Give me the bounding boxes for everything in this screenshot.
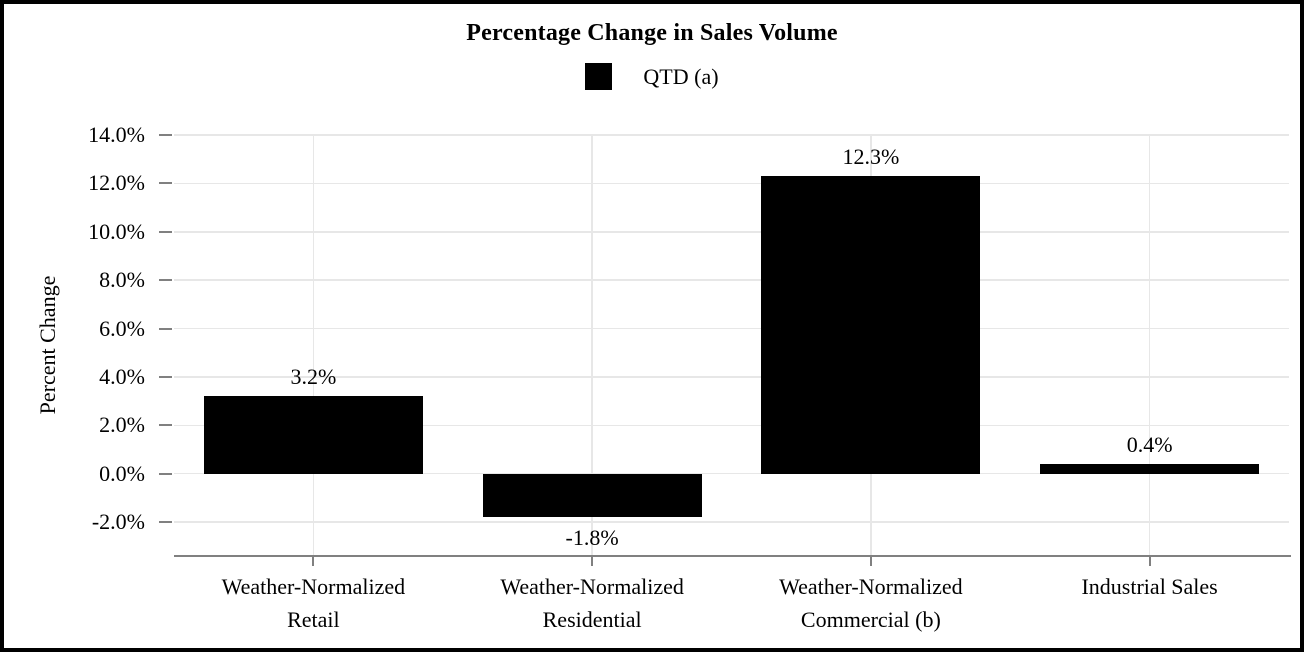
h-gridline xyxy=(174,134,1289,136)
legend-series-label: QTD (a) xyxy=(643,64,719,89)
y-tick-mark xyxy=(159,230,172,233)
bar xyxy=(203,396,423,474)
legend-swatch xyxy=(585,63,613,90)
y-tick-mark xyxy=(159,472,172,475)
h-gridline xyxy=(174,472,1289,475)
y-tick-label: 8.0% xyxy=(99,267,145,293)
y-tick-mark xyxy=(159,134,172,136)
x-tick-mark xyxy=(312,557,315,566)
y-tick-mark xyxy=(159,327,172,330)
bar-value-label: 12.3% xyxy=(842,144,900,170)
y-tick-mark xyxy=(159,182,172,185)
plot-area: 14.0% 12.0% 10.0% 8.0% 6.0% 4.0% 2.0% 0.0% -2.0%… xyxy=(4,4,1300,648)
x-tick-mark xyxy=(591,557,594,566)
y-tick-label: 14.0% xyxy=(88,122,145,147)
y-tick-mark xyxy=(159,279,172,282)
y-tick-label: 2.0% xyxy=(99,412,145,438)
h-gridline xyxy=(174,376,1289,378)
bar xyxy=(761,176,981,474)
y-tick-mark xyxy=(159,521,172,524)
bar xyxy=(482,473,702,518)
bar-value-label: 3.2% xyxy=(290,364,337,390)
bar-value-label: 0.4% xyxy=(1126,432,1173,458)
h-gridline xyxy=(174,182,1289,185)
y-tick-label: 10.0% xyxy=(88,218,145,244)
v-gridline xyxy=(591,135,593,556)
x-tick-label: Weather-Normalized Commercial (b) xyxy=(779,574,963,632)
h-gridline xyxy=(174,424,1289,427)
h-gridline xyxy=(174,521,1289,523)
y-tick-label: 6.0% xyxy=(99,315,145,341)
y-tick-mark xyxy=(159,424,172,427)
y-tick-mark xyxy=(159,375,172,378)
bar-value-label: -1.8% xyxy=(565,525,619,551)
h-gridline xyxy=(174,231,1289,233)
y-tick-label: 4.0% xyxy=(99,363,145,389)
x-axis-line xyxy=(174,555,1291,557)
x-tick-mark xyxy=(869,557,872,566)
chart-title: Percentage Change in Sales Volume xyxy=(466,20,838,46)
v-gridline xyxy=(1148,135,1151,556)
x-tick-label: Weather-Normalized Retail xyxy=(221,574,406,632)
x-tick-label: Weather-Normalized Residential xyxy=(500,574,684,632)
y-tick-label: 0.0% xyxy=(99,460,145,486)
h-gridline xyxy=(174,327,1289,330)
x-tick-mark xyxy=(1148,557,1151,566)
h-gridline xyxy=(174,279,1289,281)
v-gridline xyxy=(312,135,315,556)
bar xyxy=(1040,464,1260,474)
legend: QTD (a) xyxy=(4,63,1300,90)
y-tick-label: 12.0% xyxy=(88,170,145,196)
y-tick-label: -2.0% xyxy=(91,509,145,535)
x-tick-label: Industrial Sales xyxy=(1081,574,1218,599)
